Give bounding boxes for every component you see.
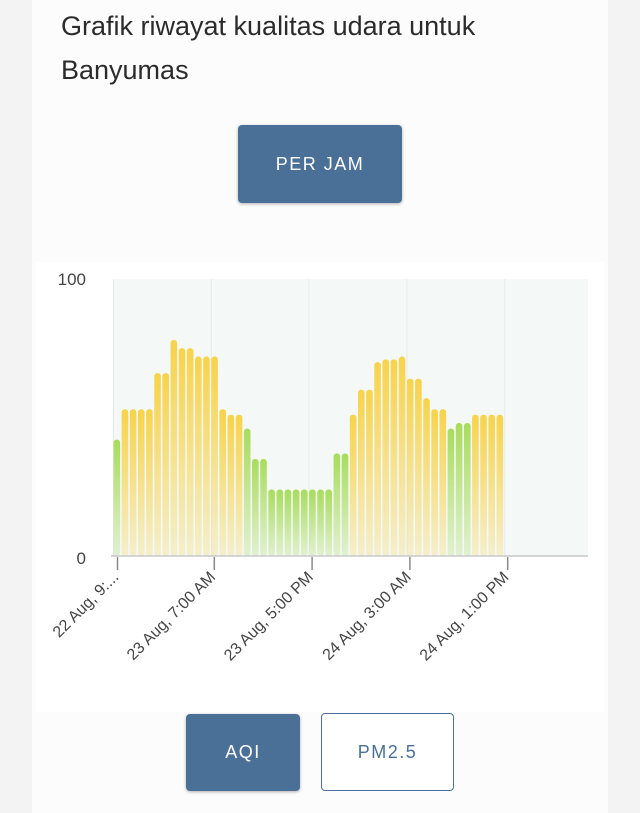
bar-5 <box>154 373 161 556</box>
bar-45 <box>480 414 487 556</box>
bar-24 <box>309 489 316 556</box>
bar-30 <box>358 389 365 556</box>
pm25-button[interactable]: PM2.5 <box>321 713 454 791</box>
bar-13 <box>219 409 227 556</box>
bar-0 <box>113 439 121 556</box>
bar-26 <box>325 489 332 556</box>
bar-9 <box>186 348 194 556</box>
bar-8 <box>178 348 186 556</box>
x-tick-label-3: 24 Aug, 3:00 AM <box>320 569 415 664</box>
bar-14 <box>227 414 235 556</box>
bar-22 <box>292 489 300 556</box>
bar-46 <box>488 414 495 556</box>
x-tick-label-1: 23 Aug, 7:00 AM <box>124 569 219 664</box>
x-tick-label-0: 22 Aug, 9:... <box>50 569 122 641</box>
bar-43 <box>463 423 471 556</box>
bar-1 <box>121 409 129 556</box>
bar-7 <box>170 339 178 556</box>
page-title: Grafik riwayat kualitas udara untuk Bany… <box>61 11 476 85</box>
bar-21 <box>284 489 292 556</box>
bar-6 <box>162 373 169 556</box>
bar-4 <box>146 409 153 556</box>
y-tick-label-100: 100 <box>58 270 86 289</box>
bar-35 <box>398 356 406 556</box>
aqi-button[interactable]: AQI <box>186 714 300 791</box>
bar-11 <box>203 356 210 556</box>
bar-10 <box>195 356 202 556</box>
period-hourly-button[interactable]: PER JAM <box>238 125 402 203</box>
bar-2 <box>129 409 137 556</box>
y-tick-label-0: 0 <box>77 549 86 568</box>
bar-29 <box>349 414 357 556</box>
bar-36 <box>406 378 414 556</box>
bar-37 <box>415 378 422 556</box>
bar-25 <box>317 489 324 556</box>
bar-40 <box>439 409 447 556</box>
bar-15 <box>235 414 243 556</box>
bar-44 <box>472 414 479 556</box>
bar-18 <box>260 459 267 556</box>
bar-20 <box>276 489 284 556</box>
bar-28 <box>341 453 349 556</box>
x-tick-label-4: 24 Aug, 1:00 PM <box>417 569 513 665</box>
bar-38 <box>423 398 430 556</box>
bar-23 <box>300 489 308 556</box>
bar-17 <box>252 459 259 556</box>
bar-33 <box>382 359 390 556</box>
bar-31 <box>366 389 373 556</box>
x-tick-label-2: 23 Aug, 5:00 PM <box>221 569 317 665</box>
bar-12 <box>211 356 218 556</box>
bar-16 <box>243 428 251 556</box>
bar-19 <box>268 489 275 556</box>
bar-27 <box>333 453 341 556</box>
bar-39 <box>431 409 438 556</box>
bar-3 <box>137 409 145 556</box>
bar-47 <box>496 414 504 556</box>
bar-41 <box>447 428 455 556</box>
bar-32 <box>374 362 381 556</box>
bar-42 <box>455 423 463 556</box>
bar-34 <box>390 359 398 556</box>
